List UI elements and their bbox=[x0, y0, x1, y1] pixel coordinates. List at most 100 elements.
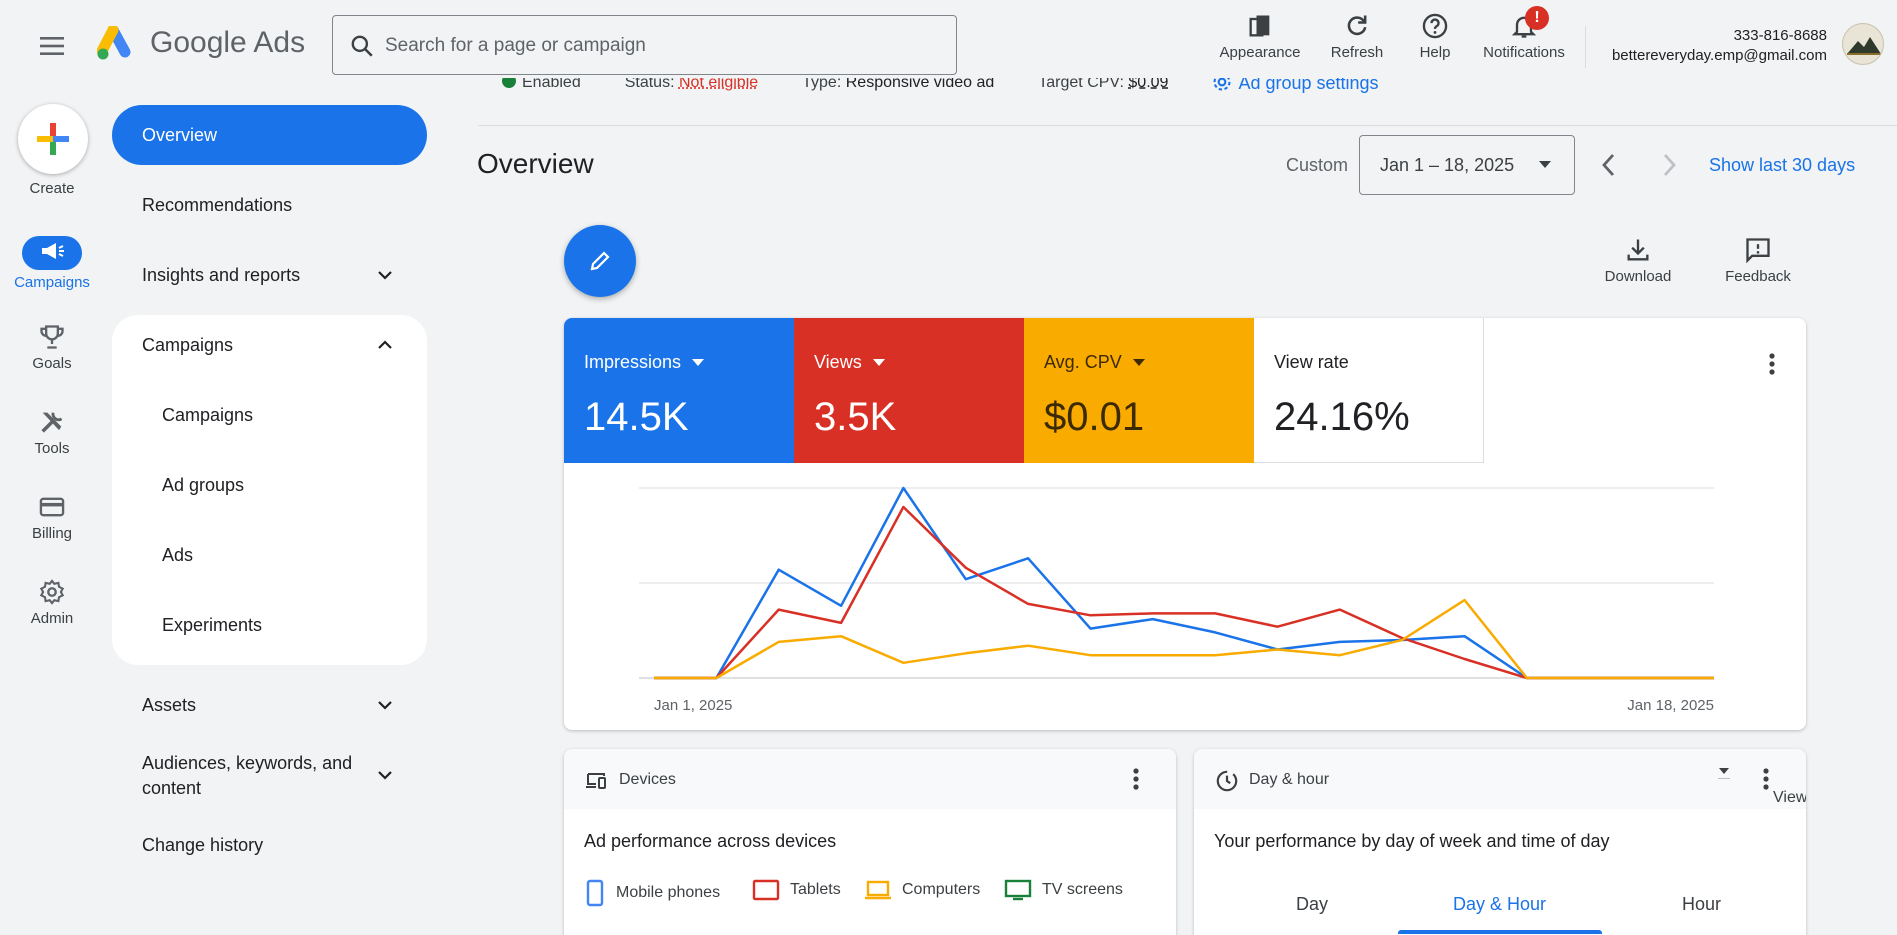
feedback-label: Feedback bbox=[1725, 268, 1791, 285]
metric-impressions[interactable]: Impressions 14.5K bbox=[564, 318, 794, 463]
google-ads-logo-icon[interactable] bbox=[97, 26, 139, 62]
help-label: Help bbox=[1420, 44, 1451, 61]
metric-view-rate[interactable]: View rate 24.16% bbox=[1254, 318, 1484, 463]
nav-assets[interactable]: Assets bbox=[112, 675, 427, 735]
avatar[interactable] bbox=[1842, 23, 1884, 65]
rail-tools-label: Tools bbox=[34, 440, 69, 457]
nav-sub-ad-groups[interactable]: Ad groups bbox=[162, 475, 244, 496]
nav-insights[interactable]: Insights and reports bbox=[112, 245, 427, 305]
date-range-select[interactable]: Jan 1 – 18, 2025 bbox=[1359, 135, 1575, 195]
rail-admin[interactable]: Admin bbox=[4, 578, 100, 627]
metric-view-rate-label: View rate bbox=[1274, 352, 1349, 373]
legend-tv-screens-label: TV screens bbox=[1042, 881, 1123, 899]
target-cpv-value[interactable]: $0.09 bbox=[1128, 78, 1168, 91]
legend-tablets-label: Tablets bbox=[790, 881, 841, 899]
megaphone-icon bbox=[22, 236, 82, 270]
enabled-label: Enabled bbox=[522, 78, 581, 91]
notifications-button[interactable]: Notifications bbox=[1474, 12, 1574, 72]
devices-card-header: Devices bbox=[564, 749, 1176, 809]
pencil-icon bbox=[588, 249, 612, 273]
appearance-label: Appearance bbox=[1220, 44, 1301, 61]
day-hour-card-header: Day & hour Views bbox=[1194, 749, 1806, 809]
rail-goals[interactable]: Goals bbox=[4, 323, 100, 372]
rail-tools[interactable]: Tools bbox=[4, 408, 100, 457]
legend-mobile-phones: Mobile phones bbox=[584, 879, 720, 907]
nav-campaigns[interactable]: Campaigns bbox=[112, 315, 427, 375]
dropdown-arrow-icon bbox=[1538, 160, 1552, 170]
mobile-phone-icon bbox=[584, 879, 606, 907]
nav-sub-experiments[interactable]: Experiments bbox=[162, 615, 262, 636]
chart-series-views[interactable] bbox=[654, 507, 1714, 678]
next-period-button[interactable] bbox=[1656, 150, 1682, 185]
download-label: Download bbox=[1605, 268, 1672, 285]
status-value[interactable]: Not eligible bbox=[679, 78, 758, 91]
previous-period-button[interactable] bbox=[1596, 150, 1622, 185]
nav-sub-ads[interactable]: Ads bbox=[162, 545, 193, 566]
target-cpv-field: Target CPV: $0.09 bbox=[1038, 78, 1168, 92]
clock-history-icon bbox=[1214, 768, 1240, 794]
performance-scorecard: Impressions 14.5K Views 3.5K Avg. CPV $0… bbox=[564, 318, 1806, 730]
help-button[interactable]: Help bbox=[1408, 12, 1462, 72]
refresh-button[interactable]: Refresh bbox=[1322, 12, 1392, 72]
ad-group-settings-link[interactable]: Ad group settings bbox=[1212, 78, 1378, 94]
day-hour-card-title: Day & hour bbox=[1249, 771, 1329, 789]
feedback-icon bbox=[1744, 236, 1772, 264]
create-button[interactable] bbox=[18, 104, 88, 174]
rail-admin-label: Admin bbox=[31, 610, 74, 627]
show-last-30-days-link[interactable]: Show last 30 days bbox=[1709, 155, 1855, 176]
chart-series-avg-cpv[interactable] bbox=[654, 600, 1714, 678]
feedback-button[interactable]: Feedback bbox=[1718, 236, 1798, 285]
more-vert-icon[interactable] bbox=[1762, 767, 1770, 791]
dropdown-arrow-icon bbox=[872, 358, 886, 367]
menu-icon[interactable] bbox=[36, 30, 68, 62]
more-vert-icon[interactable] bbox=[1132, 767, 1140, 791]
create-label: Create bbox=[4, 180, 100, 197]
metric-select[interactable]: Views bbox=[1718, 767, 1730, 779]
search-input[interactable]: Search for a page or campaign bbox=[332, 15, 957, 75]
tools-icon bbox=[38, 408, 66, 436]
nav-change-history[interactable]: Change history bbox=[112, 815, 427, 875]
custom-range-label: Custom bbox=[1286, 155, 1348, 176]
edit-button[interactable] bbox=[564, 225, 636, 297]
nav-overview-label: Overview bbox=[142, 125, 217, 146]
metric-avg-cpv[interactable]: Avg. CPV $0.01 bbox=[1024, 318, 1254, 463]
rail-campaigns[interactable]: Campaigns bbox=[4, 236, 100, 291]
chevron-left-icon bbox=[1596, 150, 1622, 180]
enabled-status[interactable]: Enabled bbox=[502, 78, 581, 92]
refresh-icon bbox=[1343, 12, 1371, 40]
metric-views[interactable]: Views 3.5K bbox=[794, 318, 1024, 463]
download-button[interactable]: Download bbox=[1598, 236, 1678, 285]
nav-sub-campaigns[interactable]: Campaigns bbox=[162, 405, 253, 426]
chevron-up-icon bbox=[373, 333, 397, 357]
tab-hour[interactable]: Hour bbox=[1682, 894, 1721, 915]
nav-overview[interactable]: Overview bbox=[112, 105, 427, 165]
computer-icon bbox=[864, 879, 892, 901]
refresh-label: Refresh bbox=[1331, 44, 1384, 61]
search-icon bbox=[349, 33, 375, 59]
trophy-icon bbox=[38, 323, 66, 351]
account-info[interactable]: 333-816-8688 bettereveryday.emp@gmail.co… bbox=[1612, 26, 1827, 66]
metric-select-value: Views bbox=[1773, 789, 1806, 807]
day-hour-card-subtitle: Your performance by day of week and time… bbox=[1214, 831, 1610, 852]
legend-mobile-phones-label: Mobile phones bbox=[616, 884, 720, 902]
dropdown-arrow-icon bbox=[691, 358, 705, 367]
tab-day[interactable]: Day bbox=[1296, 894, 1328, 915]
nav-recommendations[interactable]: Recommendations bbox=[112, 175, 427, 235]
nav-audiences[interactable]: Audiences, keywords, and content bbox=[112, 745, 427, 807]
day-hour-card: Day & hour Views Your performance by day… bbox=[1194, 749, 1806, 935]
appearance-button[interactable]: Appearance bbox=[1215, 12, 1305, 72]
brand-name[interactable]: Google Ads bbox=[150, 26, 305, 60]
metric-impressions-label: Impressions bbox=[584, 352, 681, 373]
metric-avg-cpv-value: $0.01 bbox=[1044, 395, 1234, 440]
more-options-button[interactable] bbox=[1768, 352, 1776, 381]
account-phone: 333-816-8688 bbox=[1612, 26, 1827, 46]
legend-computers-label: Computers bbox=[902, 881, 980, 899]
tab-day-and-hour[interactable]: Day & Hour bbox=[1453, 894, 1546, 915]
appearance-icon bbox=[1246, 12, 1274, 40]
type-label: Type: bbox=[802, 78, 841, 91]
toolbar-divider bbox=[1585, 26, 1586, 68]
rail-billing[interactable]: Billing bbox=[4, 493, 100, 542]
performance-chart[interactable]: Jan 1, 2025 Jan 18, 2025 bbox=[564, 463, 1806, 730]
x-axis-end-label: Jan 18, 2025 bbox=[1627, 697, 1714, 714]
devices-card-subtitle: Ad performance across devices bbox=[584, 831, 836, 852]
